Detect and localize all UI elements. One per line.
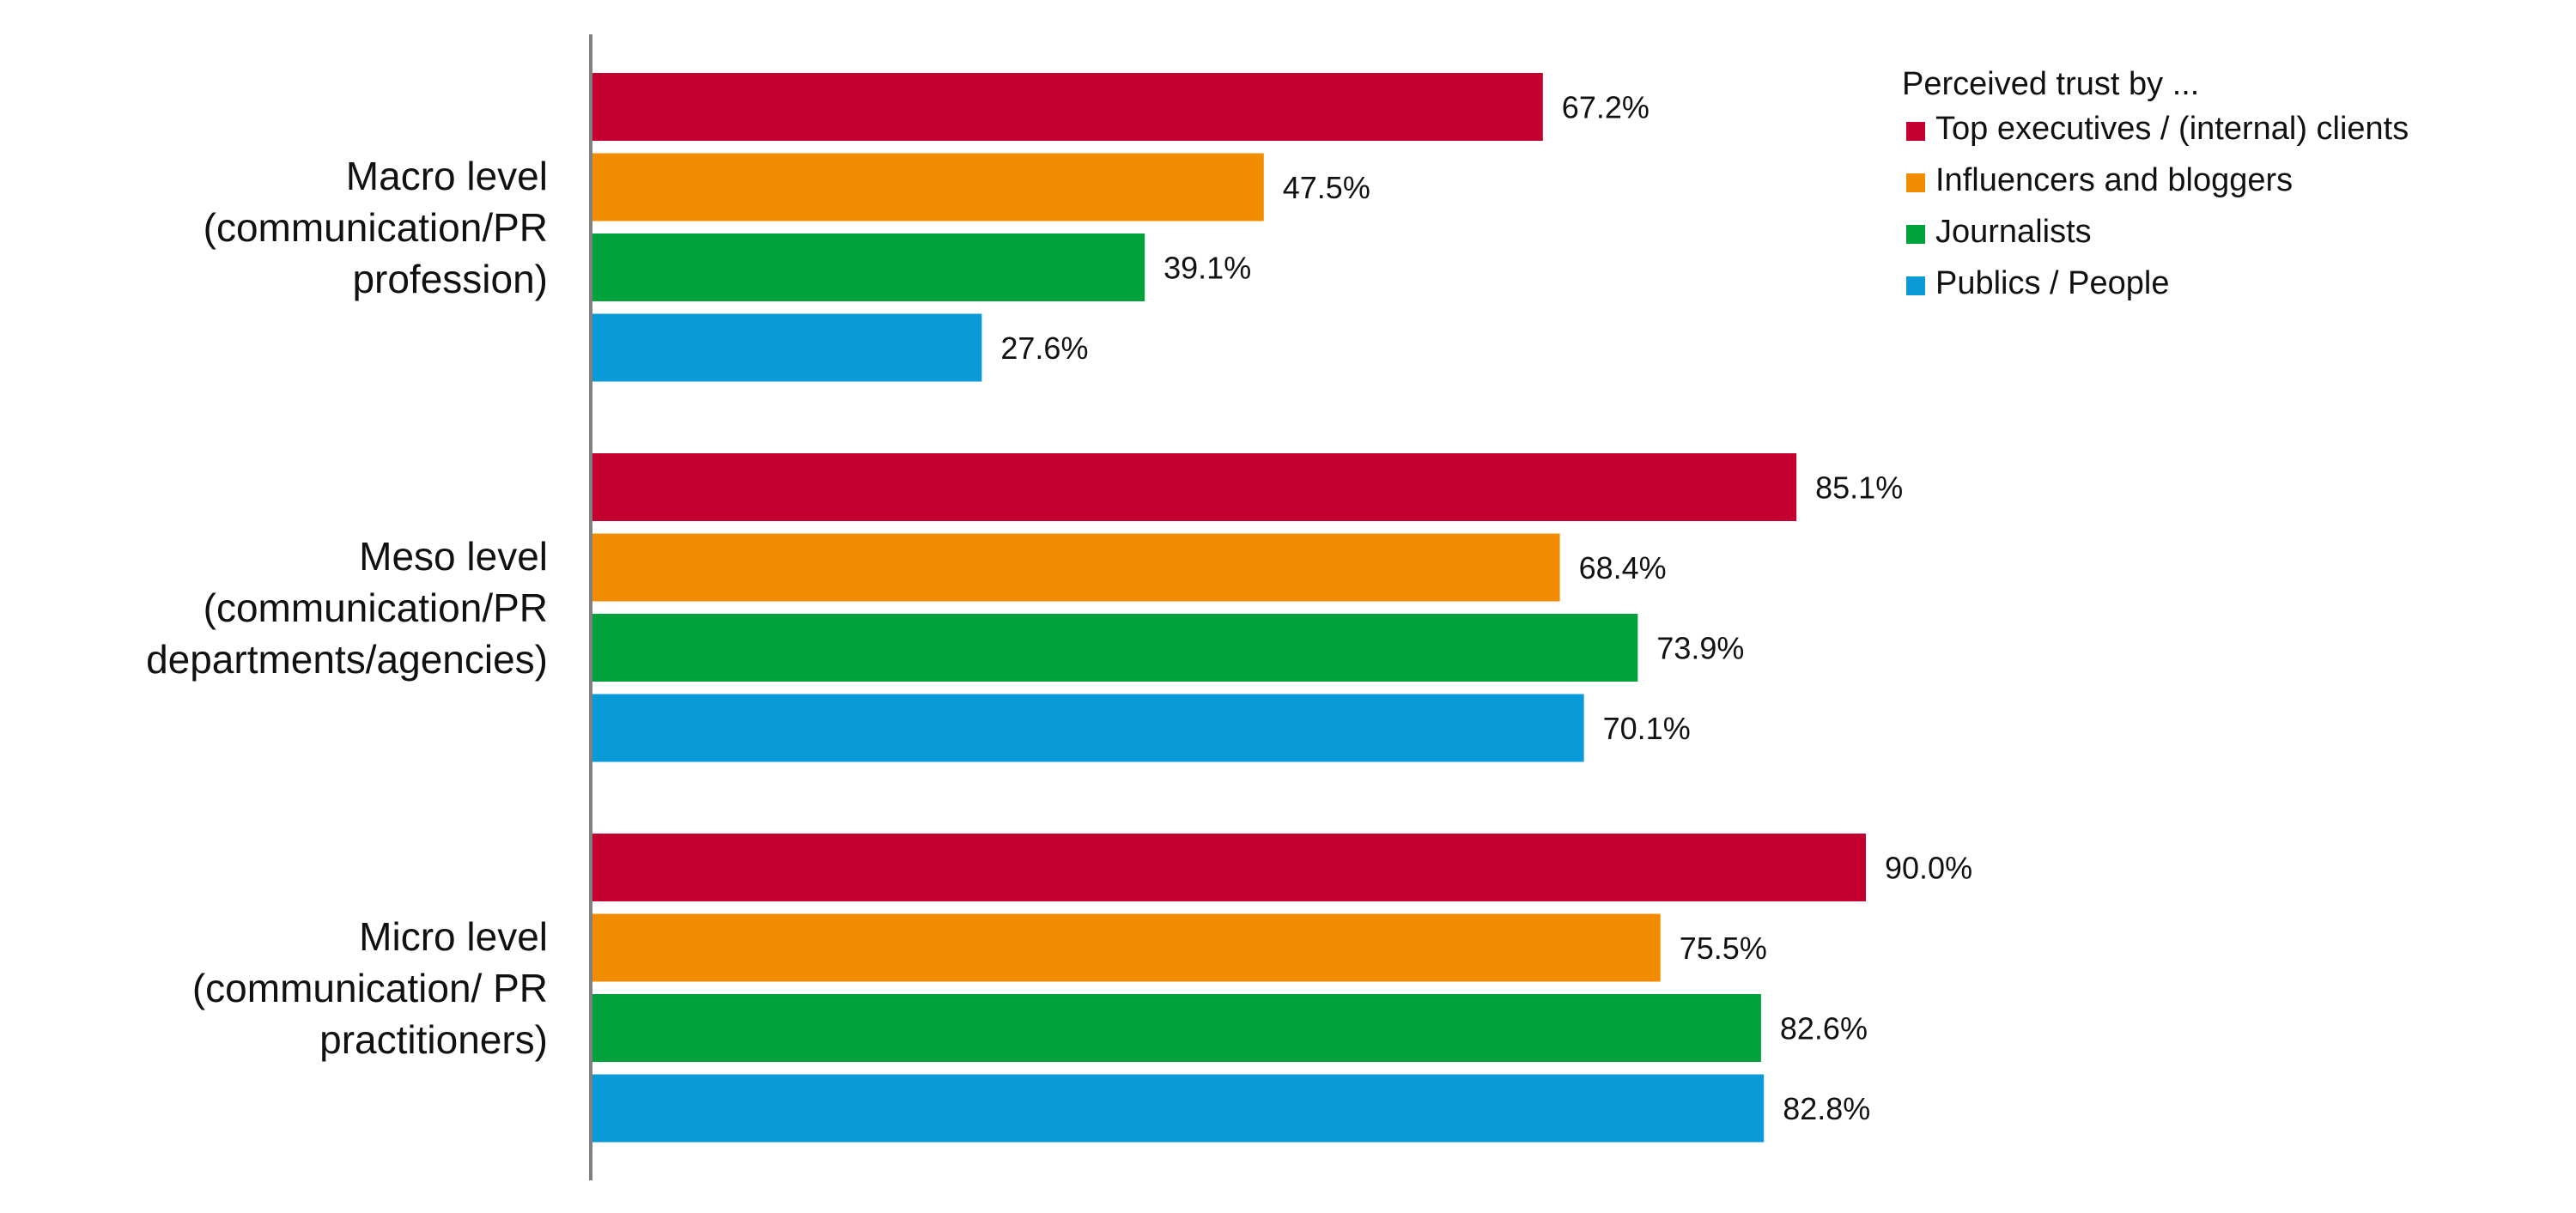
category-label-macro: Macro level (communication/PR profession) (204, 154, 548, 301)
value-label-macro-top-executives-internal-clients: 67.2% (1562, 90, 1649, 125)
value-label-meso-top-executives-internal-clients: 85.1% (1815, 470, 1903, 506)
category-label-line: profession) (352, 257, 548, 301)
legend-label-top-executives-internal-clients: Top executives / (internal) clients (1935, 111, 2409, 147)
value-label-meso-influencers-and-bloggers: 68.4% (1579, 550, 1667, 585)
bar-macro-journalists (591, 234, 1145, 301)
legend-title: Perceived trust by ... (1902, 66, 2199, 102)
legend-swatch-influencers-and-bloggers (1906, 173, 1925, 192)
value-label-meso-journalists: 73.9% (1656, 631, 1744, 666)
bar-meso-top-executives-internal-clients (591, 453, 1797, 521)
category-label-line: Macro level (346, 154, 548, 198)
bar-macro-influencers-and-bloggers (591, 153, 1264, 221)
bar-meso-journalists (591, 614, 1638, 682)
bar-meso-influencers-and-bloggers (591, 533, 1560, 602)
value-label-meso-publics-people: 70.1% (1603, 711, 1691, 746)
value-label-macro-journalists: 39.1% (1163, 251, 1251, 286)
value-label-micro-publics-people: 82.8% (1783, 1091, 1870, 1126)
bar-micro-publics-people (591, 1074, 1765, 1143)
legend-swatch-top-executives-internal-clients (1906, 122, 1925, 141)
category-label-line: practitioners) (319, 1017, 548, 1062)
bar-macro-publics-people (591, 313, 982, 382)
bar-micro-journalists (591, 994, 1761, 1062)
bar-micro-top-executives-internal-clients (591, 834, 1866, 901)
legend-label-influencers-and-bloggers: Influencers and bloggers (1935, 162, 2293, 198)
value-labels-layer: 67.2% 85.1% 90.0% 47.5% 68.4% 75.5% 39.1% 73.9%… (1000, 90, 1972, 1127)
legend-label-publics-people: Publics / People (1935, 265, 2170, 301)
category-label-line: departments/agencies) (146, 637, 548, 682)
category-label-line: (communication/PR (204, 205, 548, 250)
legend-swatch-journalists (1906, 225, 1925, 244)
legend-swatch-publics-people (1906, 276, 1925, 295)
value-label-micro-influencers-and-bloggers: 75.5% (1680, 931, 1767, 966)
legend-label-journalists: Journalists (1935, 214, 2092, 250)
category-label-line: (communication/PR (204, 585, 548, 630)
value-label-macro-publics-people: 27.6% (1000, 331, 1088, 366)
category-labels-layer: Macro level (communication/PR profession)M… (146, 154, 548, 1062)
legend-items: Top executives / (internal) clients Influ… (1906, 111, 2409, 301)
category-label-line: Micro level (359, 914, 548, 959)
bars-layer (591, 73, 1866, 1143)
category-label-meso: Meso level (communication/PR departments/a… (146, 534, 548, 682)
category-label-micro: Micro level (communication/ PR practitione… (192, 914, 548, 1062)
bar-meso-publics-people (591, 694, 1584, 762)
value-label-micro-journalists: 82.6% (1780, 1011, 1868, 1046)
legend: Perceived trust by ... Top executives / … (1902, 66, 2409, 301)
bar-macro-top-executives-internal-clients (591, 73, 1543, 141)
value-label-macro-influencers-and-bloggers: 47.5% (1283, 170, 1370, 205)
category-label-line: (communication/ PR (192, 966, 548, 1010)
value-label-micro-top-executives-internal-clients: 90.0% (1885, 851, 1972, 886)
category-label-line: Meso level (359, 534, 548, 579)
bar-micro-influencers-and-bloggers (591, 913, 1661, 982)
